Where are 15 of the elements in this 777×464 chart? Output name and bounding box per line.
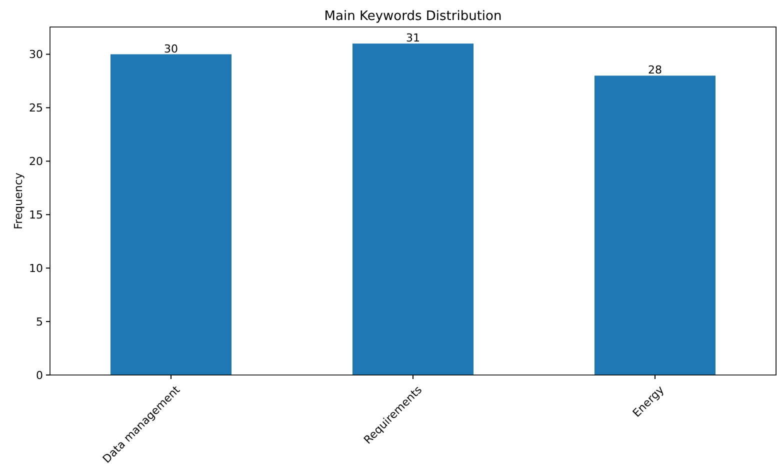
y-tick-label: 0 bbox=[36, 368, 43, 382]
chart-title: Main Keywords Distribution bbox=[324, 9, 502, 24]
y-tick-label: 5 bbox=[36, 315, 43, 328]
y-tick-label: 25 bbox=[29, 102, 43, 115]
data-label: 31 bbox=[406, 32, 420, 45]
bar bbox=[594, 76, 716, 375]
bar bbox=[110, 54, 232, 375]
data-label: 28 bbox=[648, 64, 662, 77]
y-tick-label: 10 bbox=[29, 262, 43, 275]
data-label: 30 bbox=[164, 42, 178, 56]
y-tick-label: 15 bbox=[29, 208, 43, 222]
y-tick-label: 20 bbox=[29, 155, 43, 168]
bar bbox=[352, 44, 474, 375]
y-tick-label: 30 bbox=[29, 48, 43, 62]
y-axis-title: Frequency bbox=[12, 172, 25, 230]
